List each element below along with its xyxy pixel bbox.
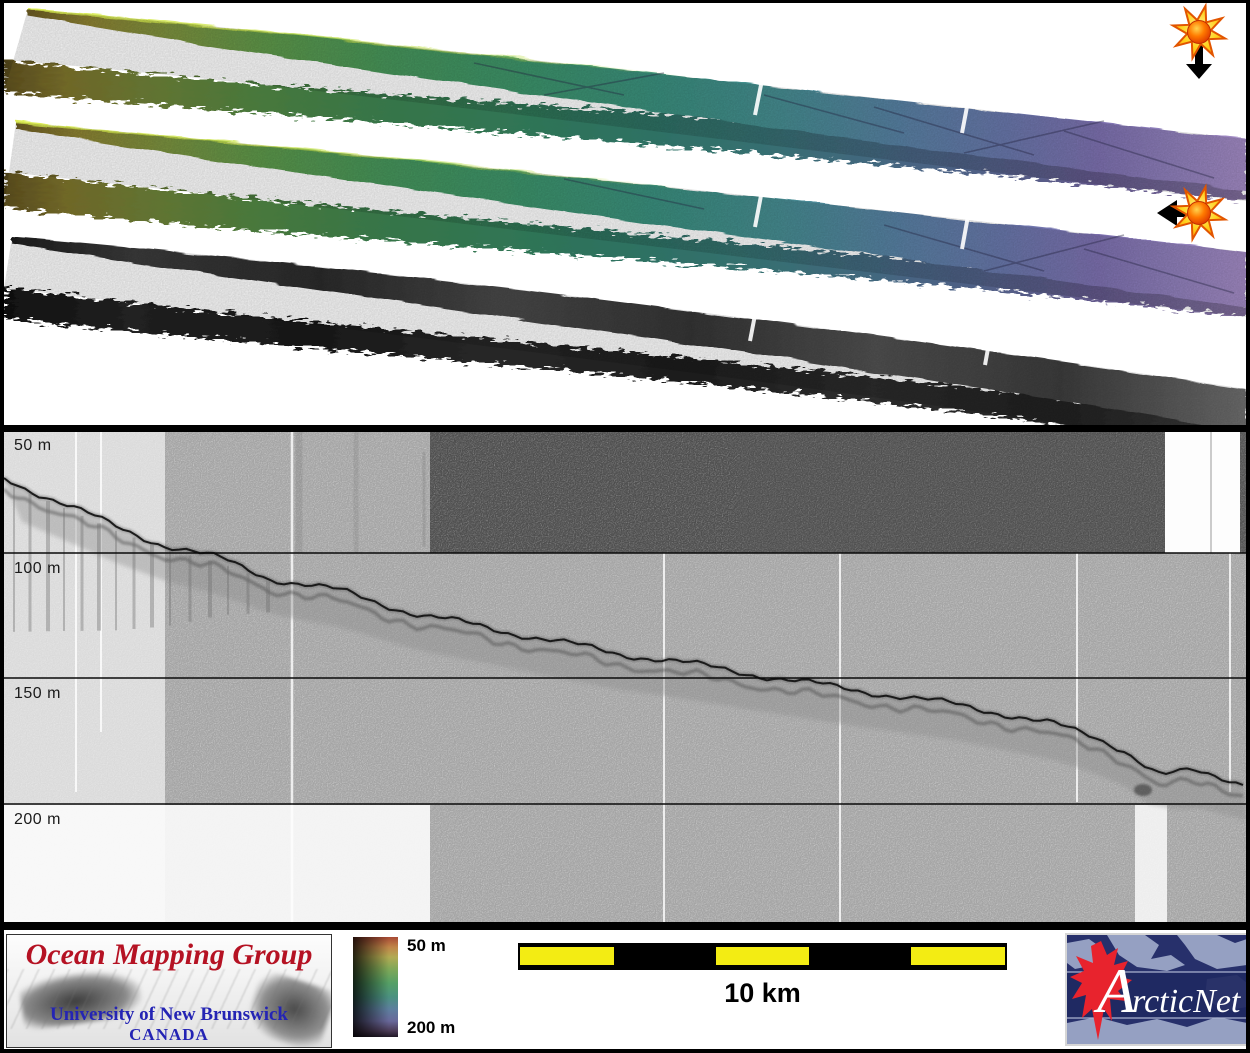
subbottom-profile-panel: 50 m 100 m 150 m 200 m: [4, 432, 1246, 922]
swath-texture: [4, 9, 1246, 425]
depth-label-100m: 100 m: [14, 560, 61, 577]
scalebar-segment: [811, 943, 909, 970]
bathymetry-swath-panel: [4, 3, 1246, 425]
sun-illumination-icon-down: [1165, 3, 1233, 79]
right-edge-strip: [1240, 432, 1246, 553]
scalebar-segment: [714, 943, 812, 970]
depth-label-200m: 200 m: [14, 811, 61, 828]
dark-return-blob: [1134, 784, 1152, 796]
backscatter-ribbon-1: [4, 60, 1246, 201]
depth-label-50m: 50 m: [14, 437, 52, 454]
sun-illumination-icon-left: [1157, 179, 1233, 247]
arcticnet-logo: ArcticNet: [1065, 933, 1246, 1046]
depth-gridlines: [4, 552, 1246, 805]
omg-logo-sonar-texture: [7, 969, 331, 1029]
arcticnet-wordmark: ArcticNet: [1093, 955, 1242, 1026]
below200-left: [4, 805, 430, 922]
dark-noise-grain: [430, 432, 1165, 553]
colorbar-top-label: 50 m: [407, 936, 446, 955]
ice-scour-marks: [473, 62, 1235, 294]
omg-title: Ocean Mapping Group: [25, 938, 313, 971]
arcticnet-initial: A: [1093, 955, 1137, 1026]
omg-canada: CANADA: [129, 1025, 209, 1044]
omg-university: University of New Brunswick: [49, 1004, 289, 1025]
subbottom-echo: [4, 487, 1244, 798]
arrow-left-icon: [1157, 200, 1205, 226]
reverberation-tails: [13, 486, 270, 632]
sonar-graphic: [4, 432, 1246, 922]
maple-leaf-icon: [1070, 941, 1132, 1040]
arrow-down-icon: [1186, 38, 1212, 79]
arcticnet-graphic: ArcticNet: [1067, 935, 1246, 1044]
footer: Ocean Mapping Group University of New Br…: [4, 930, 1246, 1049]
swath-gaps: [748, 74, 995, 366]
subsurface-fill: [4, 480, 1246, 820]
below200-gap: [1135, 805, 1167, 922]
swath-graphic: [4, 3, 1246, 425]
colorbar-bottom-label: 200 m: [407, 1018, 456, 1037]
scalebar-segment: [616, 943, 714, 970]
arcticnet-rest: rcticNet: [1132, 983, 1242, 1020]
omg-logo: Ocean Mapping Group University of New Br…: [6, 934, 332, 1048]
scalebar-segment: [909, 943, 1007, 970]
depth-colorbar: [353, 937, 398, 1037]
upper-right-gap: [1165, 432, 1240, 553]
scalebar-label: 10 km: [724, 978, 801, 1008]
scalebar-segment: [518, 943, 616, 970]
backscatter-ribbon-2: [4, 172, 1246, 317]
dark-smears: [295, 432, 426, 553]
depth-label-150m: 150 m: [14, 685, 61, 702]
distance-scalebar: [518, 943, 1007, 970]
